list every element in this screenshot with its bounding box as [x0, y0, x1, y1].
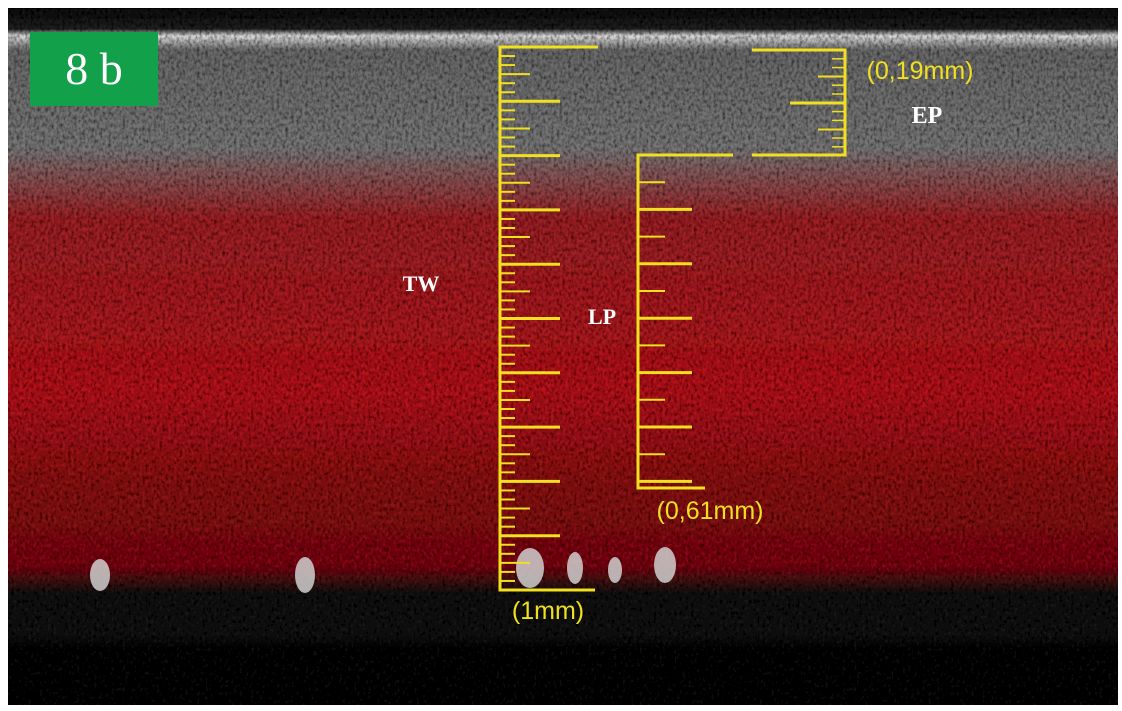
annotation: EP — [912, 103, 943, 129]
panel-label: 8 b — [65, 43, 123, 94]
scale-label: (0,61mm) — [657, 497, 764, 525]
annotation: LP — [588, 304, 616, 329]
ultrasound-figure: 8 b TW LP EP (1mm) (0,61mm) (0,19mm) — [0, 0, 1122, 711]
scale-label: (1mm) — [512, 597, 584, 625]
annotation: TW — [403, 271, 440, 296]
scale-label: (0,19mm) — [867, 57, 974, 85]
